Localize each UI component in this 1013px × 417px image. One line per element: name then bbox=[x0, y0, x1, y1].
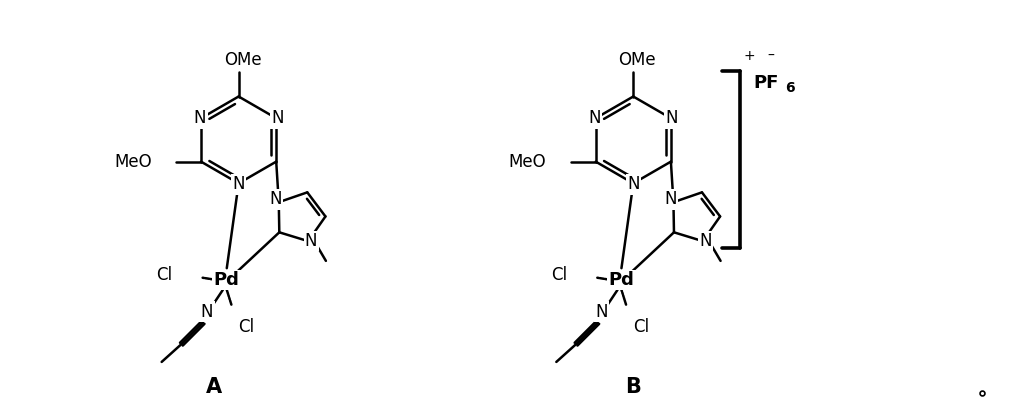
Text: Pd: Pd bbox=[214, 271, 240, 289]
Text: N: N bbox=[305, 232, 317, 250]
Text: –: – bbox=[768, 49, 774, 63]
Text: OMe: OMe bbox=[618, 51, 656, 69]
Text: N: N bbox=[232, 175, 245, 193]
Text: N: N bbox=[193, 109, 207, 127]
Text: MeO: MeO bbox=[114, 153, 152, 171]
Text: N: N bbox=[700, 232, 712, 250]
Text: N: N bbox=[201, 303, 214, 321]
Text: Cl: Cl bbox=[633, 319, 649, 337]
Text: N: N bbox=[627, 175, 639, 193]
Text: N: N bbox=[666, 109, 678, 127]
Text: +: + bbox=[744, 49, 756, 63]
Text: N: N bbox=[269, 190, 282, 208]
Text: OMe: OMe bbox=[224, 51, 261, 69]
Text: N: N bbox=[665, 190, 677, 208]
Text: A: A bbox=[206, 377, 222, 397]
Text: 6: 6 bbox=[785, 80, 795, 95]
Text: N: N bbox=[270, 109, 284, 127]
Text: MeO: MeO bbox=[509, 153, 546, 171]
Text: Cl: Cl bbox=[238, 319, 254, 337]
Text: Cl: Cl bbox=[156, 266, 172, 284]
Text: B: B bbox=[625, 377, 641, 397]
Text: N: N bbox=[589, 109, 601, 127]
Text: N: N bbox=[596, 303, 608, 321]
Text: Cl: Cl bbox=[551, 266, 567, 284]
Text: Pd: Pd bbox=[609, 271, 634, 289]
Text: PF: PF bbox=[754, 74, 779, 92]
